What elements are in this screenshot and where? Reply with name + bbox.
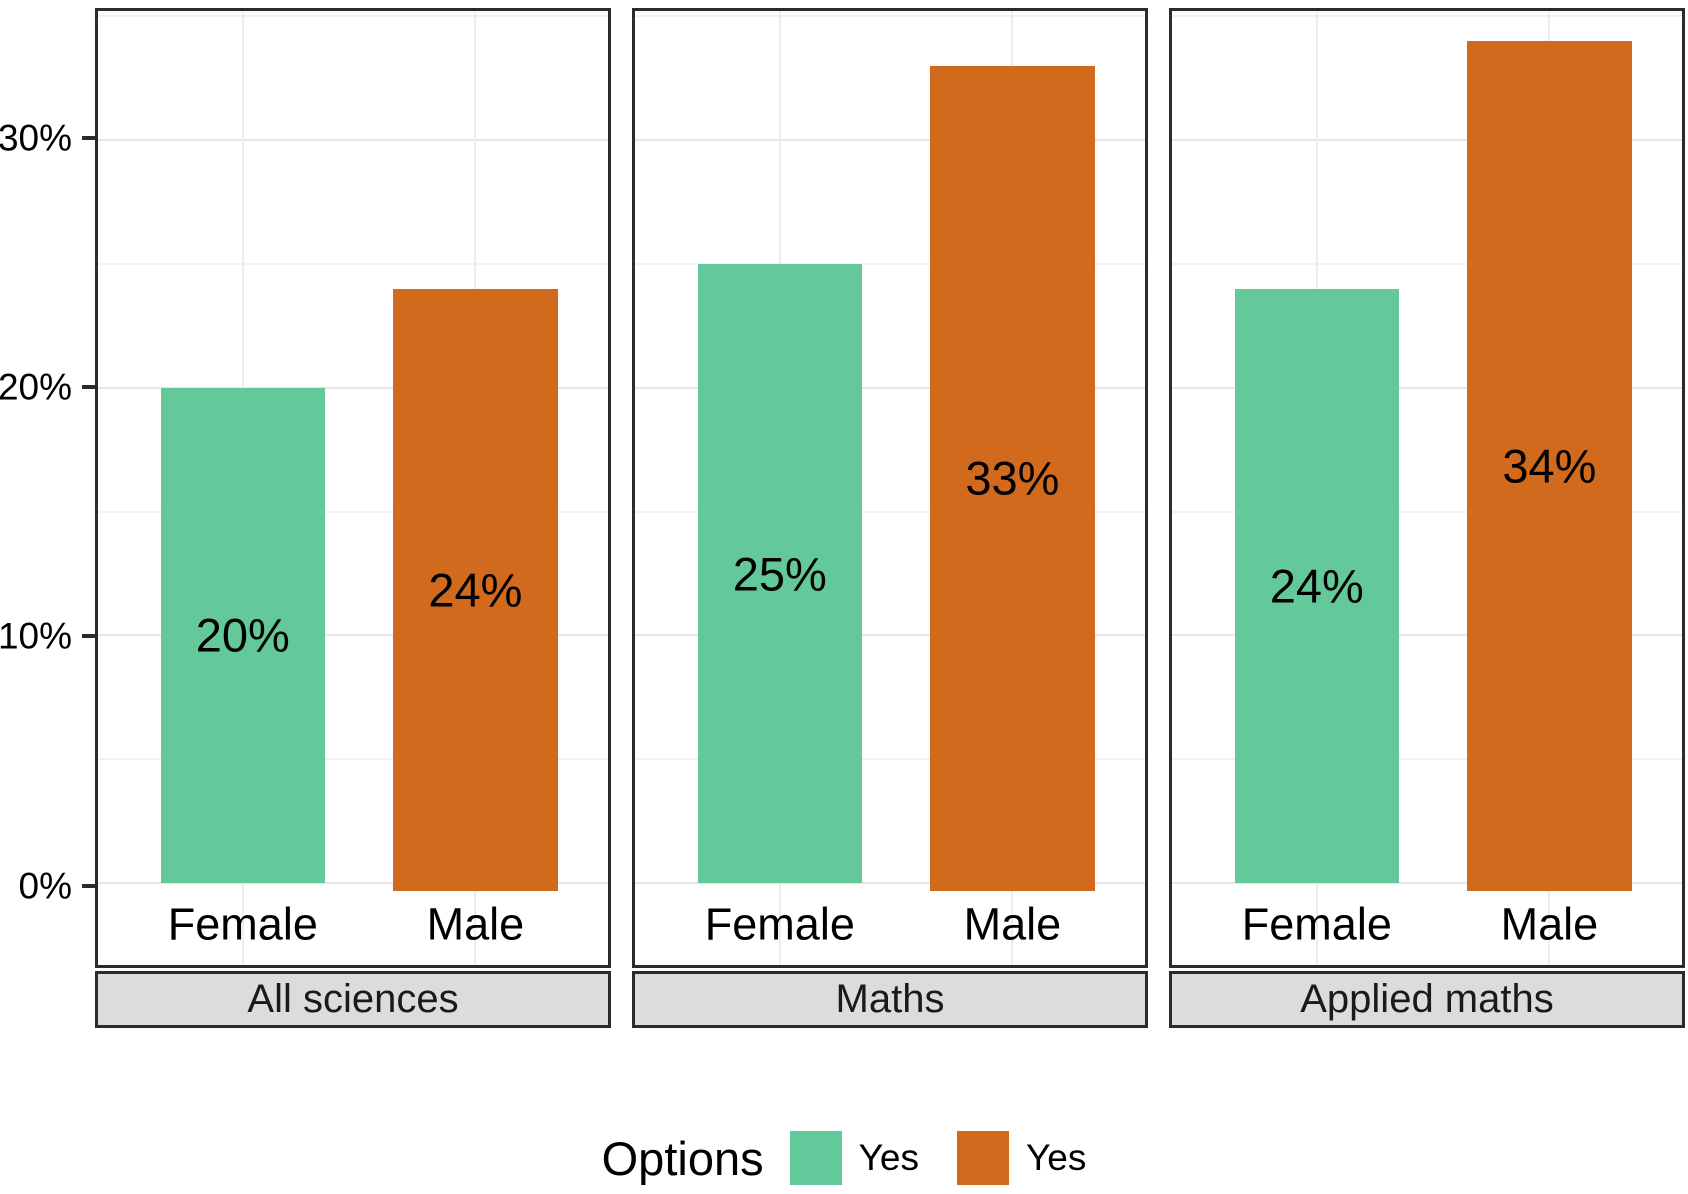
gridline-minor (1172, 262, 1682, 265)
gridline-major (98, 882, 608, 885)
x-category-label: Male (963, 898, 1062, 950)
bar-value-label: 24% (428, 563, 523, 617)
female-bar: 24% (1234, 288, 1399, 884)
facet-strip: Maths (632, 971, 1148, 1028)
x-category-label: Male (1500, 898, 1599, 950)
facet-strip-label: Maths (835, 977, 945, 1021)
gridline-minor (98, 14, 608, 17)
gridline-major (635, 882, 1145, 885)
bar-value-label: 24% (1269, 559, 1364, 613)
x-category-label: Female (167, 898, 318, 950)
gridline-minor (635, 758, 1145, 761)
facet-strip: All sciences (95, 971, 611, 1028)
bar-value-label: 25% (732, 547, 827, 600)
legend-entry-label: Yes (1025, 1137, 1087, 1178)
gridline-minor (635, 262, 1145, 265)
gridline-major (98, 138, 608, 141)
y-tick-mark (82, 883, 95, 888)
gridline-major (98, 634, 608, 637)
facet-strip: Applied maths (1169, 971, 1685, 1028)
y-tick-label: 20% (0, 366, 72, 408)
facet-panel: 25% Female 33% Male (632, 8, 1148, 968)
y-tick-label: 0% (18, 865, 72, 907)
y-tick-label: 30% (0, 117, 72, 159)
gridline-major (635, 138, 1145, 141)
facet-panel: 20% Female 24% Male (95, 8, 611, 968)
facet-column: 24% Female 34% Male Applied maths (1169, 8, 1685, 1030)
gridline-minor (1172, 758, 1682, 761)
facet-strip-label: All sciences (247, 977, 459, 1021)
facet-strip-label: Applied maths (1300, 977, 1554, 1021)
y-tick-label: 10% (0, 615, 72, 657)
gridline-major (635, 386, 1145, 389)
x-category-label: Female (1241, 898, 1392, 950)
gridline-minor (98, 262, 608, 265)
female-bar: 20% (160, 387, 325, 884)
legend-swatch (956, 1131, 1009, 1185)
gridline-minor (635, 510, 1145, 513)
y-tick-mark (82, 634, 95, 639)
legend: Options Yes Yes (0, 1122, 1688, 1194)
bar-value-label: 33% (965, 451, 1060, 505)
gridline-minor (635, 14, 1145, 17)
y-axis: 0% 10% 20% 30% (0, 8, 95, 968)
gridline-minor (1172, 510, 1682, 513)
x-category-label: Male (426, 898, 525, 950)
gridline-minor (1172, 14, 1682, 17)
legend-swatch (789, 1131, 842, 1185)
y-tick-mark (82, 135, 95, 140)
male-bar: 34% (1467, 40, 1632, 891)
gridline-minor (98, 510, 608, 513)
male-bar: 33% (930, 65, 1095, 891)
facet-panel: 24% Female 34% Male (1169, 8, 1685, 968)
gridline-major (1172, 634, 1682, 637)
y-tick-mark (82, 385, 95, 389)
male-bar: 24% (393, 288, 558, 891)
gridline-major (1172, 138, 1682, 141)
gridline-major (1172, 386, 1682, 389)
legend-entries: Yes Yes (789, 1131, 1087, 1185)
gridline-major (1172, 882, 1682, 885)
gridline-minor (98, 758, 608, 761)
gridline-major (635, 634, 1145, 637)
bar-value-label: 20% (195, 608, 290, 662)
facet-column: 20% Female 24% Male All sciences (95, 8, 611, 1030)
legend-title: Options (601, 1131, 764, 1185)
legend-entry-label: Yes (858, 1137, 919, 1178)
facet-column: 25% Female 33% Male Maths (632, 8, 1148, 1030)
gridline-major (98, 386, 608, 389)
x-category-label: Female (704, 898, 855, 950)
female-bar: 25% (697, 263, 862, 884)
bar-value-label: 34% (1502, 439, 1597, 493)
facet-panels: 20% Female 24% Male All sciences 25% Female 33%… (95, 8, 1685, 1030)
